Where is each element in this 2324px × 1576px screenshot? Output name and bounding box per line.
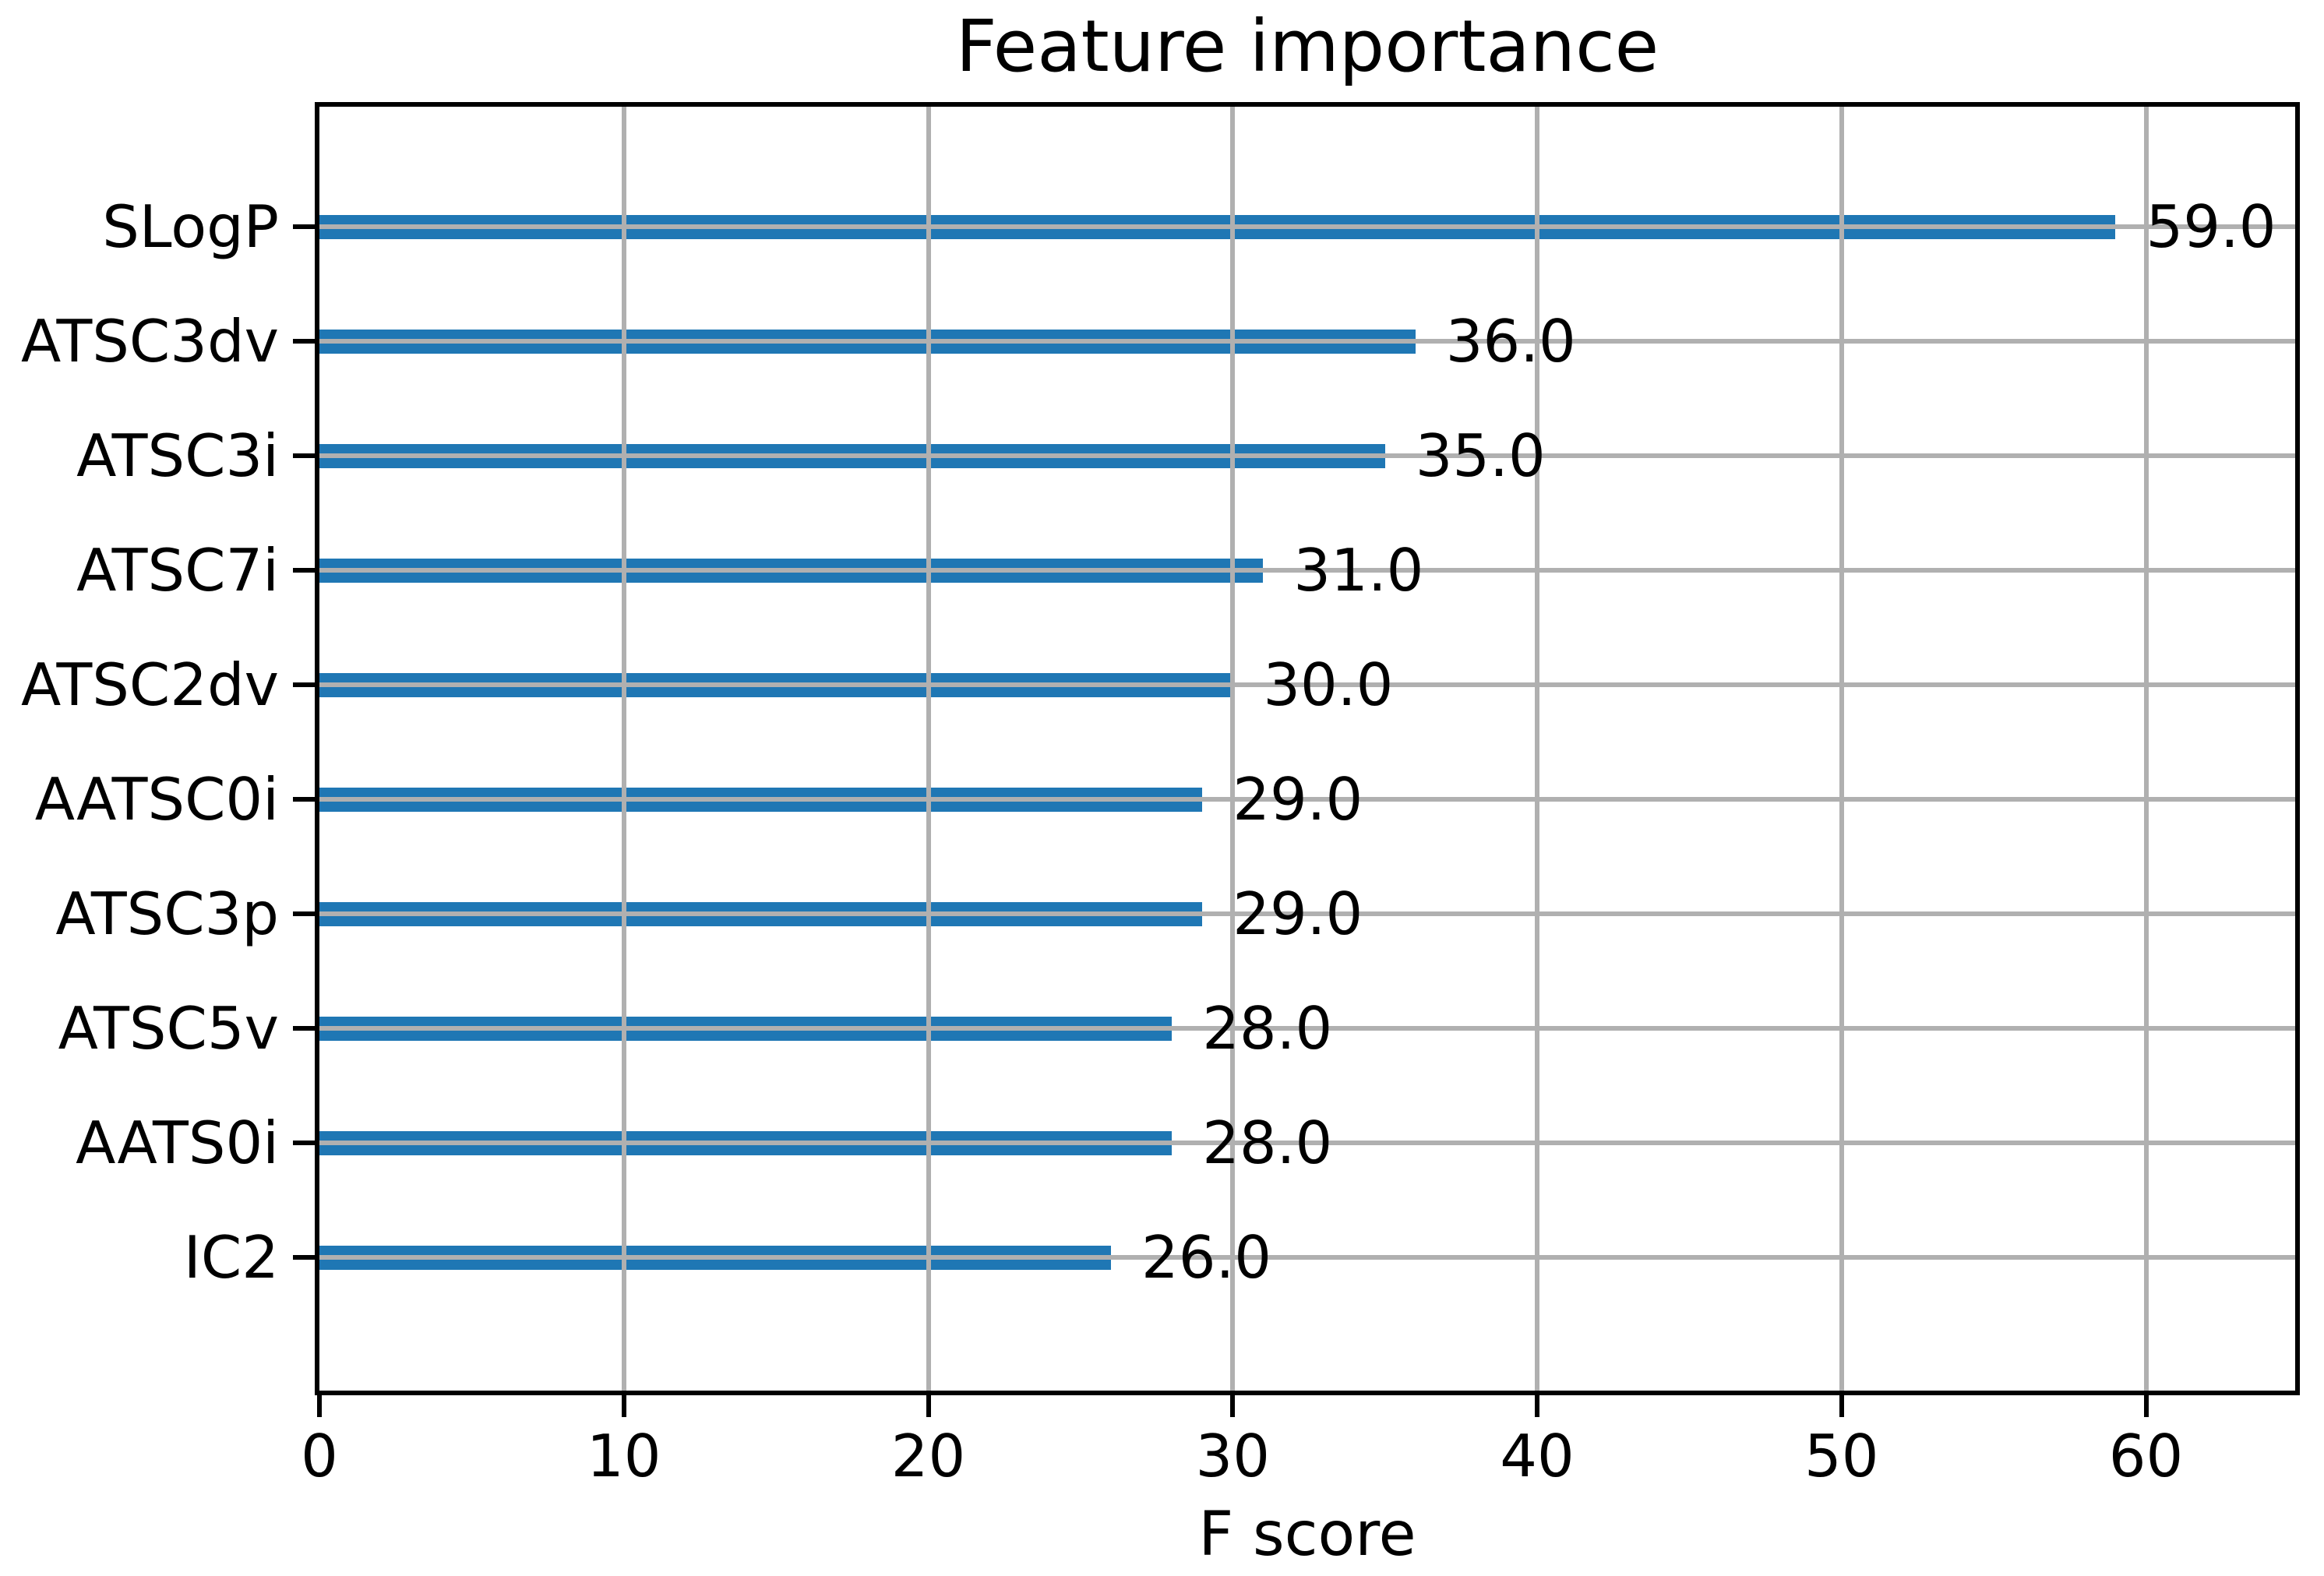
gridline-horizontal — [319, 568, 2295, 573]
gridline-horizontal — [319, 1026, 2295, 1031]
x-tick-label: 40 — [1500, 1422, 1575, 1490]
gridline-horizontal — [319, 682, 2295, 687]
y-tick-mark — [293, 911, 315, 916]
y-tick-mark — [293, 797, 315, 802]
y-tick-mark — [293, 453, 315, 458]
x-axis-label: F score — [1198, 1500, 1416, 1570]
y-tick-label: AATSC0i — [34, 765, 279, 834]
x-tick-mark — [926, 1395, 931, 1417]
x-tick-label: 50 — [1804, 1422, 1879, 1490]
y-tick-mark — [293, 568, 315, 573]
y-tick-label: ATSC3i — [76, 421, 279, 490]
gridline-horizontal — [319, 339, 2295, 344]
gridline-vertical — [1535, 107, 1540, 1391]
gridline-vertical — [2143, 107, 2149, 1391]
bar-value-label: 36.0 — [1445, 307, 1576, 375]
gridline-vertical — [1839, 107, 1844, 1391]
x-tick-mark — [317, 1395, 322, 1417]
y-tick-label: AATS0i — [76, 1109, 279, 1177]
y-tick-label: SLogP — [102, 192, 279, 261]
x-tick-mark — [621, 1395, 626, 1417]
bar-value-label: 29.0 — [1233, 765, 1363, 834]
x-tick-mark — [2143, 1395, 2149, 1417]
x-tick-mark — [1839, 1395, 1844, 1417]
gridline-vertical — [621, 107, 626, 1391]
x-tick-label: 30 — [1195, 1422, 1270, 1490]
y-tick-mark — [293, 1026, 315, 1031]
chart-title: Feature importance — [955, 5, 1659, 88]
bar-value-label: 30.0 — [1263, 650, 1394, 719]
y-tick-label: ATSC3dv — [21, 307, 279, 375]
gridline-horizontal — [319, 224, 2295, 229]
gridline-horizontal — [319, 797, 2295, 802]
bar-value-label: 35.0 — [1415, 421, 1546, 490]
y-tick-mark — [293, 1255, 315, 1260]
gridline-horizontal — [319, 453, 2295, 458]
bar-value-label: 29.0 — [1233, 880, 1363, 948]
bar-value-label: 59.0 — [2146, 192, 2276, 261]
x-tick-label: 60 — [2108, 1422, 2184, 1490]
y-tick-label: ATSC2dv — [21, 650, 279, 719]
x-tick-mark — [1535, 1395, 1540, 1417]
gridline-horizontal — [319, 1141, 2295, 1145]
bar-value-label: 26.0 — [1141, 1223, 1272, 1292]
y-tick-label: IC2 — [183, 1223, 279, 1292]
y-tick-mark — [293, 682, 315, 687]
x-tick-label: 20 — [890, 1422, 966, 1490]
x-tick-label: 10 — [587, 1422, 661, 1490]
bar-value-label: 28.0 — [1202, 1109, 1333, 1177]
bar-value-label: 31.0 — [1293, 536, 1424, 605]
y-tick-label: ATSC7i — [76, 536, 279, 605]
gridline-vertical — [926, 107, 931, 1391]
y-tick-label: ATSC3p — [55, 880, 279, 948]
gridline-horizontal — [319, 911, 2295, 916]
bar-value-label: 28.0 — [1202, 994, 1333, 1063]
y-tick-mark — [293, 1141, 315, 1145]
y-tick-mark — [293, 339, 315, 344]
gridline-horizontal — [319, 1255, 2295, 1260]
x-tick-label: 0 — [301, 1422, 338, 1490]
y-tick-label: ATSC5v — [58, 994, 279, 1063]
plot-area: 0 10 20 30 40 50 60 SLogP 59.0 ATSC3dv 36.0 ATSC3i 3… — [21, 102, 2300, 1490]
y-tick-mark — [293, 224, 315, 229]
x-tick-mark — [1230, 1395, 1236, 1417]
gridline-vertical — [1230, 107, 1236, 1391]
